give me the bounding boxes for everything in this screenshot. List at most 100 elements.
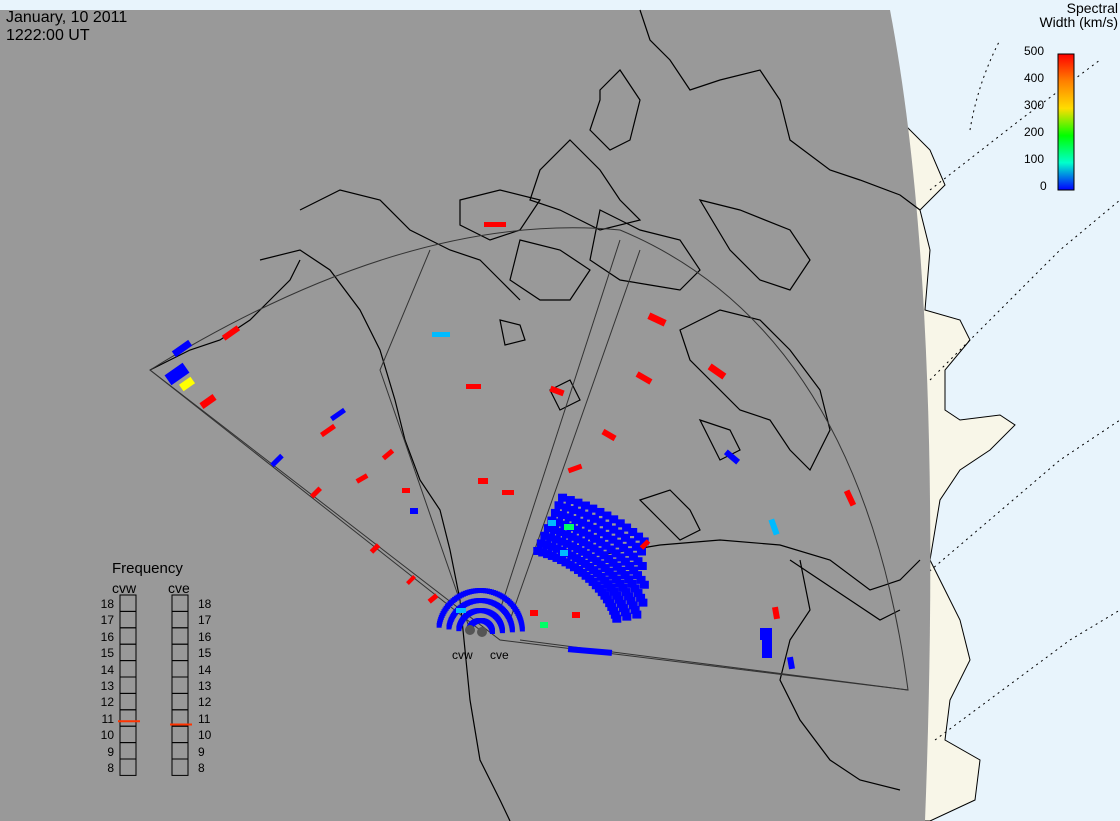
echo-cell-blue	[543, 550, 553, 559]
frequency-tick-right: 15	[198, 646, 212, 661]
echo-cell-blue	[576, 508, 586, 517]
frequency-tick-left: 18	[100, 597, 114, 611]
echo-cell-blue	[622, 612, 632, 621]
echo-cell-blue	[625, 562, 635, 571]
echo-cell	[478, 478, 488, 484]
echo-cell	[164, 362, 190, 386]
echo-cell	[647, 312, 667, 327]
echo-cell-blue	[578, 528, 588, 537]
echo-cell	[456, 608, 466, 613]
echo-cell-blue	[634, 532, 644, 541]
echo-cell	[320, 423, 336, 438]
echo-cell-blue	[572, 525, 582, 534]
echo-cell-blue	[636, 575, 646, 584]
colorbar	[1057, 53, 1075, 191]
echo-cell-blue	[569, 506, 579, 515]
frequency-tick-right: 17	[198, 613, 212, 628]
colorbar-title-line2: Width (km/s)	[1039, 14, 1118, 30]
echo-cell	[466, 384, 481, 389]
echo-cell	[199, 394, 217, 409]
colorbar-tick-200: 200	[1024, 125, 1045, 139]
echo-cell-blue	[543, 524, 553, 533]
radar-cve-site	[477, 627, 487, 637]
echo-cell-blue	[580, 501, 590, 510]
frequency-tick-right: 14	[198, 662, 212, 677]
frequency-tick-right: 12	[198, 695, 212, 710]
frequency-tick-left: 11	[101, 711, 114, 726]
echo-cell-blue	[553, 518, 563, 527]
echo-cell-blue	[550, 526, 560, 535]
frequency-tick-left: 9	[107, 744, 114, 759]
echo-cell-blue	[602, 511, 612, 520]
echo-cell-blue	[633, 557, 643, 566]
frequency-tick-left: 8	[107, 761, 114, 775]
echo-cell	[564, 524, 574, 530]
echo-cell-blue	[573, 544, 583, 553]
echo-cell-blue	[538, 548, 548, 557]
echo-cell-blue	[499, 628, 505, 634]
echo-cell	[406, 575, 416, 585]
echo-cell-blue	[632, 610, 642, 619]
date-label: January, 10 2011	[6, 9, 128, 26]
time-label: 1222:00 UT	[6, 27, 90, 44]
echo-cell-blue	[612, 614, 622, 623]
echo-cell-blue	[602, 521, 612, 530]
frequency-cve-label: cve	[168, 580, 190, 596]
echo-cell-blue	[567, 532, 577, 541]
echo-cell-blue	[620, 557, 630, 566]
map-disc	[0, 10, 931, 821]
echo-cell-blue	[633, 571, 643, 580]
radar-cvw-label: cvw	[452, 648, 473, 662]
echo-cell-blue	[551, 535, 561, 544]
echo-cell-blue	[573, 498, 583, 507]
echo-cell-blue	[584, 541, 594, 550]
echo-cell-blue	[615, 519, 625, 528]
echo-cell-blue	[619, 543, 629, 552]
echo-cell-blue	[564, 513, 574, 522]
echo-cell-blue	[562, 530, 572, 539]
echo-cell	[560, 550, 568, 556]
echo-cell-blue	[615, 529, 625, 538]
echo-cell	[590, 535, 600, 541]
echo-cell-blue	[554, 501, 564, 510]
echo-cell	[355, 473, 369, 484]
echo-cell-blue	[616, 599, 626, 608]
echo-cell-blue	[557, 511, 567, 520]
frequency-tick-right: 10	[198, 728, 212, 743]
echo-cell-blue	[636, 593, 646, 602]
echo-cell-blue	[590, 524, 600, 533]
colorbar-tick-300: 300	[1024, 98, 1045, 112]
colorbar-tick-400: 400	[1024, 71, 1045, 85]
echo-cell-blue	[578, 518, 588, 527]
echo-cell-blue	[601, 541, 611, 550]
echo-cell-blue	[489, 628, 495, 634]
echo-cell-blue	[628, 601, 638, 610]
frequency-tick-right: 13	[198, 679, 212, 693]
frequency-tick-right: 11	[198, 711, 211, 726]
echo-cell-blue	[624, 548, 634, 557]
echo-cell	[402, 488, 410, 493]
echo-cell-blue	[542, 540, 552, 549]
echo-cell-blue	[611, 549, 621, 558]
echo-cell-blue	[612, 591, 622, 600]
echo-cell-blue	[565, 496, 575, 505]
frequency-tick-left: 15	[100, 646, 114, 661]
echo-cell	[567, 646, 613, 656]
frequency-box-cvw	[119, 758, 137, 776]
echo-cell-blue	[596, 518, 606, 527]
echo-cell-blue	[519, 626, 525, 632]
echo-cell-blue	[578, 547, 588, 556]
echo-cell	[540, 622, 548, 628]
echo-cell	[427, 593, 439, 604]
frequency-tick-left: 10	[100, 728, 114, 743]
echo-cell-blue	[546, 533, 556, 542]
echo-cell-blue	[557, 537, 567, 546]
echo-cell-blue	[509, 627, 515, 633]
echo-cell-blue	[615, 579, 625, 588]
echo-cell-blue	[550, 508, 560, 517]
echo-cell-blue	[629, 566, 639, 575]
echo-cell-blue	[547, 551, 557, 560]
echo-cell-blue	[609, 525, 619, 534]
echo-cell-blue	[552, 553, 562, 562]
